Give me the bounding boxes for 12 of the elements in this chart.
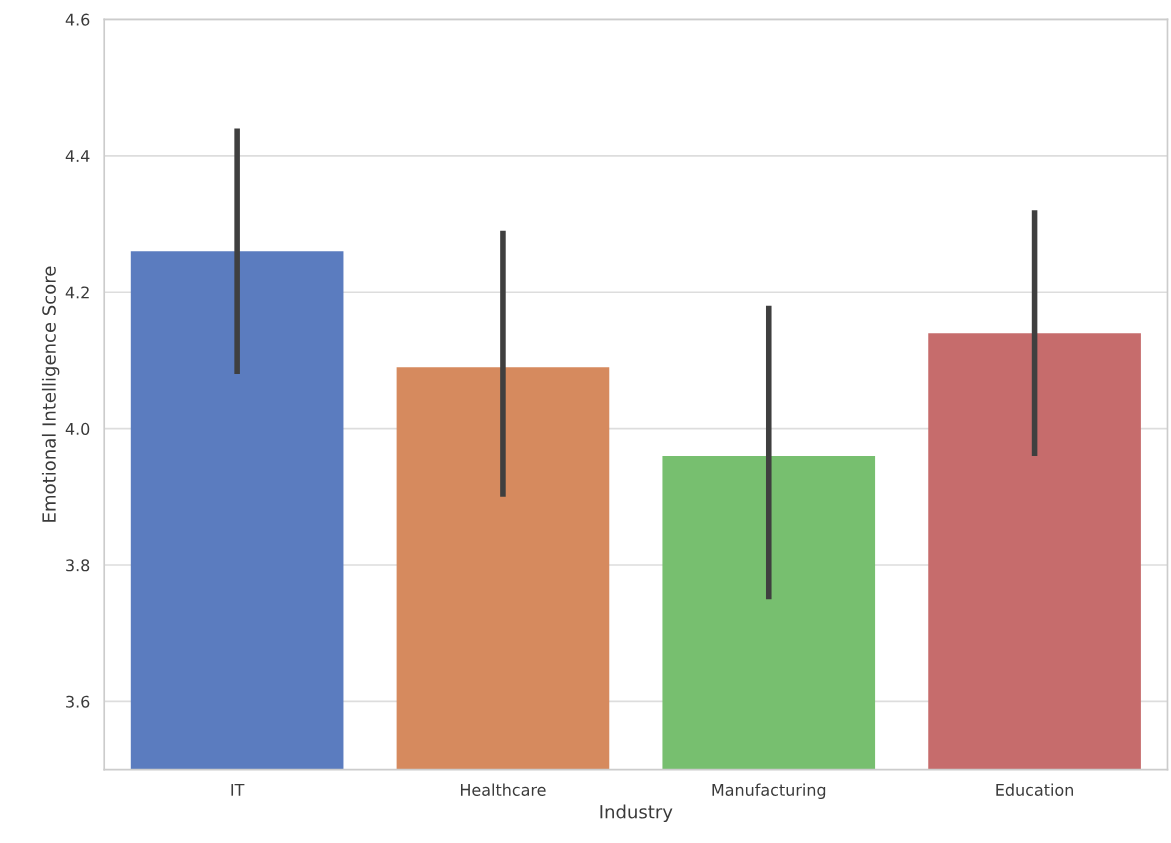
y-tick-label: 4.6 bbox=[65, 13, 90, 26]
x-tick-label: Healthcare bbox=[460, 783, 546, 796]
y-tick-label: 4.4 bbox=[65, 150, 90, 162]
x-tick-label: Manufacturing bbox=[712, 783, 826, 800]
y-axis-title: Emotional Intelligence Score bbox=[41, 266, 60, 522]
y-tick-label: 3.8 bbox=[66, 559, 90, 572]
y-tick-label: 4.0 bbox=[65, 422, 90, 435]
x-axis-title: Industry bbox=[600, 804, 673, 823]
x-tick-label: Education bbox=[996, 783, 1073, 796]
y-tick-label: 4.2 bbox=[65, 286, 89, 299]
x-tick-label: IT bbox=[231, 784, 245, 796]
y-tick-label: 3.6 bbox=[66, 695, 90, 708]
